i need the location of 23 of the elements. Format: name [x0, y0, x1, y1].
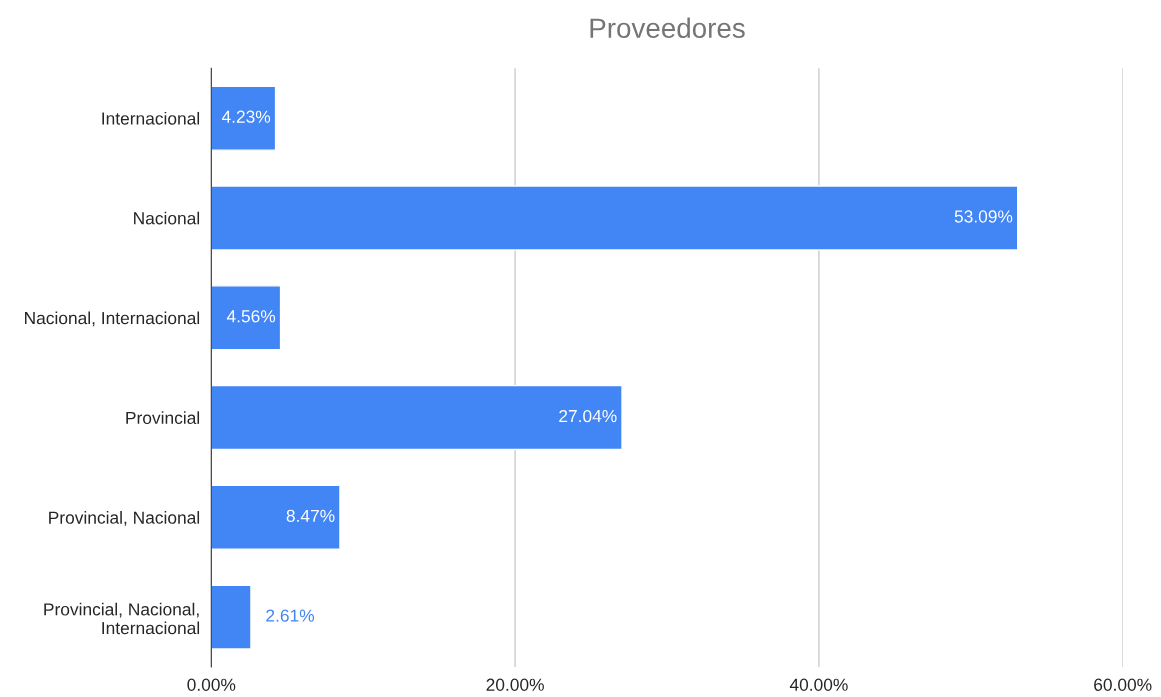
y-tick-label: Internacional [102, 111, 200, 125]
y-tick-label: Provincial, Nacional [49, 511, 200, 526]
bar [211, 285, 282, 351]
data-label: 53.09% [954, 210, 1013, 223]
bar [211, 85, 277, 151]
data-label: 4.56% [226, 310, 276, 323]
x-tick-label: 20.00% [486, 678, 544, 691]
y-tick-label: Provincial [126, 411, 200, 425]
data-label: 4.23% [221, 110, 271, 123]
bar [211, 584, 252, 650]
y-tick-label: Nacional [134, 211, 200, 225]
y-tick-label: Provincial, Nacional, Internacional [44, 602, 200, 635]
x-tick-label: 0.00% [187, 678, 236, 691]
data-label: 8.47% [286, 509, 335, 523]
bar [211, 185, 1019, 251]
bar [211, 484, 341, 550]
bar [211, 384, 623, 451]
data-label: 27.04% [559, 409, 617, 423]
y-tick-label: Nacional, Internacional [25, 311, 200, 327]
x-tick-label: 40.00% [789, 678, 848, 691]
chart-title: Proveedores [590, 17, 745, 39]
x-tick-label: 60.00% [1094, 678, 1152, 691]
data-label: 2.61% [266, 609, 315, 622]
